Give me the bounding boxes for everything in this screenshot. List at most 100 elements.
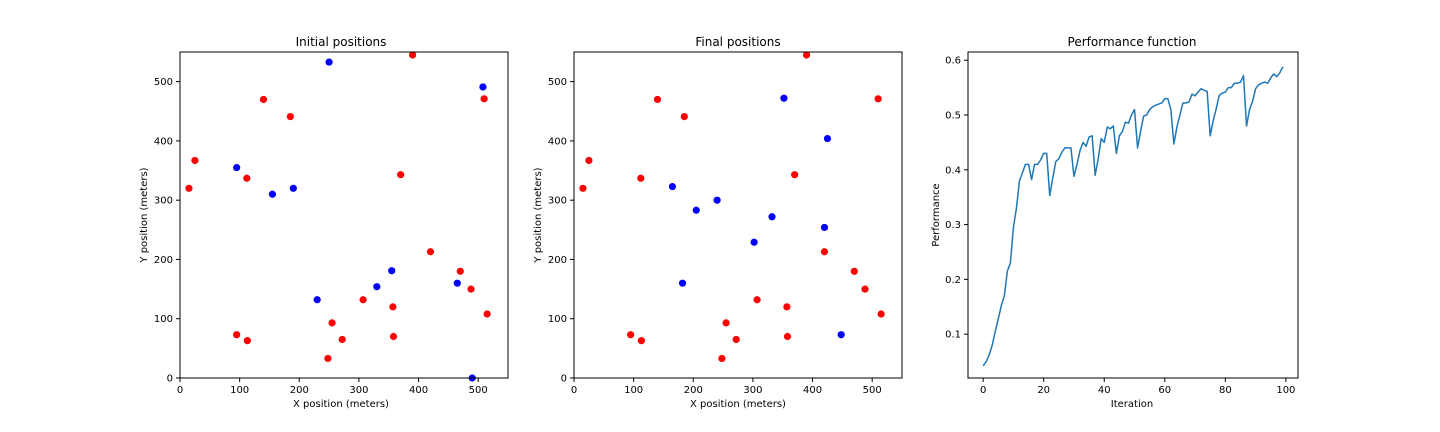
y-tick-label: 200	[548, 255, 567, 266]
scatter-point	[456, 267, 464, 275]
y-tick-label: 0.2	[945, 275, 961, 286]
scatter-point	[480, 95, 488, 103]
x-axis-label: X position (meters)	[690, 399, 786, 410]
scatter-point	[692, 206, 700, 214]
scatter-point	[259, 95, 268, 104]
x-tick-label: 40	[1098, 385, 1111, 396]
plot-frame	[967, 51, 1299, 379]
initial-positions-panel: Initial positions X position (meters) Y …	[139, 35, 509, 410]
y-tick-label: 0.5	[945, 111, 961, 122]
scatter-point	[286, 113, 294, 121]
scatter-point	[359, 296, 367, 304]
scatter-point	[579, 184, 587, 192]
scatter-point	[820, 248, 829, 256]
x-tick-label: 500	[863, 385, 882, 396]
scatter-point	[637, 337, 645, 345]
scatter-point	[426, 248, 435, 256]
scatter-point	[713, 196, 721, 204]
scatter-point	[243, 174, 251, 182]
x-tick-label: 300	[349, 385, 368, 396]
y-tick-label: 0.4	[945, 165, 961, 176]
scatter-point	[780, 94, 788, 102]
x-tick-label: 400	[803, 385, 822, 396]
scatter-point	[268, 190, 277, 198]
x-tick-label: 200	[290, 385, 309, 396]
scatter-point	[453, 279, 461, 287]
x-tick-label: 0	[571, 385, 577, 396]
scatter-point	[389, 332, 398, 341]
scatter-point	[823, 134, 832, 143]
plot-frame	[573, 51, 903, 379]
y-tick-label: 500	[154, 77, 173, 88]
scatter-point	[680, 113, 688, 121]
y-tick-label: 0.1	[945, 330, 961, 341]
scatter-point	[753, 296, 761, 304]
scatter-point	[325, 58, 333, 66]
scatter-point	[722, 319, 730, 327]
y-axis-label: Y position (meters)	[533, 167, 544, 263]
plot-marks	[579, 51, 885, 363]
y-tick-label: 100	[548, 314, 567, 325]
scatter-point	[791, 171, 799, 179]
x-tick-label: 100	[1276, 385, 1295, 396]
scatter-point	[289, 184, 297, 192]
scatter-point	[328, 319, 336, 327]
chart-title: Performance function	[1068, 35, 1197, 49]
scatter-point	[732, 335, 740, 344]
chart-title: Initial positions	[296, 35, 387, 49]
y-tick-label: 300	[154, 196, 173, 207]
scatter-point	[324, 354, 332, 363]
y-tick-label: 0.3	[945, 220, 961, 231]
x-tick-label: 400	[409, 385, 428, 396]
x-tick-label: 0	[980, 385, 986, 396]
x-tick-label: 100	[230, 385, 249, 396]
performance-line	[982, 66, 1284, 367]
axis-ticks: 0 100 200 300 400 500 0 100 200 300 400 500	[154, 77, 488, 396]
scatter-point	[653, 95, 662, 104]
y-tick-label: 200	[154, 255, 173, 266]
scatter-point	[877, 310, 885, 318]
scatter-point	[185, 184, 193, 192]
y-tick-label: 300	[548, 196, 567, 207]
scatter-point	[388, 267, 396, 275]
scatter-point	[408, 51, 417, 59]
plot-marks	[982, 66, 1284, 367]
x-tick-label: 80	[1219, 385, 1232, 396]
y-tick-label: 0	[561, 374, 567, 385]
final-positions-panel: Final positions X position (meters) Y po…	[533, 35, 903, 410]
scatter-point	[850, 267, 858, 275]
scatter-point	[783, 332, 792, 341]
scatter-point	[191, 156, 199, 165]
y-tick-label: 400	[154, 136, 173, 147]
y-tick-label: 100	[154, 314, 173, 325]
scatter-point	[783, 303, 791, 311]
scatter-point	[243, 337, 251, 345]
x-axis-label: Iteration	[1111, 399, 1153, 410]
y-tick-label: 400	[548, 136, 567, 147]
scatter-point	[397, 171, 405, 179]
y-axis-label: Performance	[931, 183, 942, 246]
x-axis-label: X position (meters)	[293, 399, 389, 410]
y-tick-label: 0	[167, 374, 173, 385]
scatter-point	[627, 331, 635, 339]
scatter-point	[837, 331, 845, 339]
scatter-point	[483, 310, 491, 318]
scatter-point	[233, 331, 241, 339]
x-tick-label: 100	[624, 385, 643, 396]
scatter-point	[874, 95, 882, 103]
x-tick-label: 0	[177, 385, 183, 396]
scatter-point	[678, 279, 687, 287]
scatter-point	[820, 223, 829, 232]
y-tick-label: 0.6	[945, 56, 961, 67]
scatter-point	[668, 182, 677, 191]
y-axis-label: Y position (meters)	[139, 167, 150, 263]
scatter-point	[718, 354, 726, 363]
scatter-point	[338, 335, 346, 344]
x-tick-label: 500	[469, 385, 488, 396]
chart-title: Final positions	[695, 35, 780, 49]
scatter-point	[373, 283, 381, 291]
plot-marks	[185, 51, 491, 382]
performance-panel: Performance function Iteration Performan…	[931, 35, 1299, 410]
axis-ticks: 0 20 40 60 80 100 0.1 0.2 0.3 0.4 0.5 0.6	[945, 56, 1295, 396]
scatter-point	[467, 285, 475, 293]
